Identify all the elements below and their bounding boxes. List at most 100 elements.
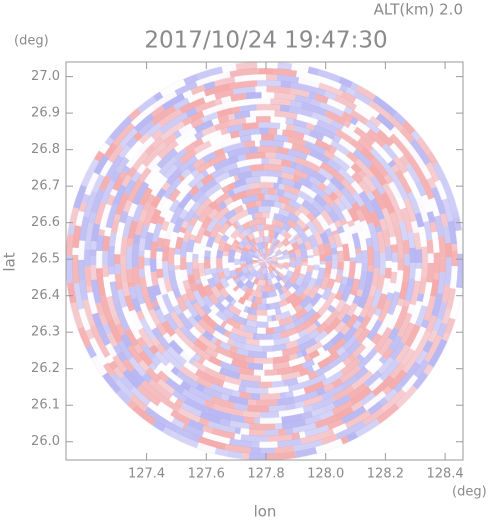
echo-cell	[267, 308, 277, 317]
echo-cell	[264, 429, 279, 437]
echo-cell	[266, 296, 274, 305]
echo-cell	[216, 294, 226, 304]
echo-cell	[99, 142, 111, 155]
echo-cell	[143, 164, 162, 185]
echo-cell	[183, 328, 198, 344]
echo-cell	[222, 267, 231, 278]
echo-cell	[200, 197, 213, 210]
echo-cell	[253, 357, 274, 365]
echo-cell	[279, 302, 294, 314]
echo-cell	[258, 266, 263, 274]
echo-cell	[409, 326, 427, 352]
echo-cell	[245, 300, 253, 308]
echo-cell	[98, 175, 112, 192]
echo-cell	[334, 299, 347, 313]
echo-cell	[206, 153, 227, 168]
echo-cell	[432, 318, 443, 333]
echo-cell	[78, 280, 89, 301]
echo-cell	[182, 345, 197, 358]
echo-cell	[359, 146, 376, 162]
echo-cell	[292, 174, 301, 183]
echo-cell	[251, 169, 266, 178]
y-tick-label: 26.3	[31, 325, 60, 340]
echo-cell	[205, 235, 216, 248]
echo-cell	[270, 276, 279, 285]
echo-cell	[260, 392, 281, 401]
echo-cell	[249, 163, 265, 172]
echo-cell	[222, 381, 240, 392]
echo-cell	[220, 393, 230, 402]
echo-cell	[195, 75, 212, 87]
echo-cell	[309, 169, 328, 184]
echo-cell	[226, 147, 249, 159]
echo-cell	[218, 200, 228, 210]
echo-cell	[252, 262, 260, 268]
echo-cell	[209, 222, 223, 238]
echo-cell	[183, 208, 196, 224]
y-tick-label: 26.7	[31, 179, 60, 194]
echo-cell	[218, 175, 236, 188]
echo-cell	[315, 386, 326, 397]
echo-cell	[199, 275, 208, 284]
echo-cell	[243, 410, 261, 419]
echo-cell	[280, 370, 301, 382]
echo-cell	[163, 398, 181, 413]
echo-cell	[260, 175, 279, 184]
echo-cell	[293, 125, 311, 136]
echo-cell	[285, 295, 294, 305]
echo-cell	[306, 277, 318, 290]
echo-cell	[77, 240, 86, 260]
echo-cell	[243, 305, 249, 313]
echo-cell	[348, 261, 357, 279]
echo-cell	[441, 198, 454, 222]
echo-cell	[88, 337, 109, 366]
echo-cell	[235, 62, 258, 71]
echo-cell	[147, 222, 157, 234]
echo-cell	[130, 386, 151, 407]
echo-cell	[250, 157, 262, 166]
echo-cell	[146, 285, 158, 303]
echo-cell	[353, 366, 369, 381]
echo-cell	[162, 332, 174, 345]
echo-cell	[233, 110, 251, 120]
echo-cell	[274, 110, 298, 120]
echo-cell	[275, 422, 283, 430]
echo-cell	[329, 330, 345, 346]
echo-cell	[125, 246, 133, 270]
echo-cell	[131, 266, 141, 286]
echo-cell	[296, 374, 310, 384]
echo-cell	[316, 287, 326, 296]
echo-cell	[197, 356, 206, 365]
echo-cell	[288, 198, 298, 209]
echo-cell	[150, 104, 177, 126]
echo-cell	[196, 192, 209, 206]
echo-cell	[288, 274, 299, 285]
echo-cell	[340, 324, 351, 336]
echo-cell	[212, 158, 230, 171]
echo-cell	[177, 191, 194, 210]
echo-cell	[273, 200, 283, 209]
echo-cell	[104, 342, 118, 358]
echo-cell	[336, 173, 346, 183]
echo-cell	[357, 169, 367, 180]
echo-cell	[377, 356, 395, 375]
echo-cell	[408, 262, 417, 279]
echo-cell	[285, 339, 299, 350]
echo-cell	[173, 176, 183, 186]
echo-cell	[118, 127, 139, 148]
echo-cell	[267, 187, 277, 196]
echo-cell	[128, 356, 147, 377]
echo-cell	[188, 357, 196, 366]
echo-cell	[298, 242, 307, 251]
echo-cell	[67, 224, 76, 235]
echo-cell	[362, 294, 375, 311]
echo-cell	[190, 117, 204, 129]
echo-cell	[175, 370, 199, 389]
x-tick-label: 127.8	[247, 467, 284, 482]
echo-cell	[288, 252, 297, 259]
echo-cell	[294, 94, 313, 105]
echo-cell	[86, 291, 99, 315]
echo-cell	[312, 231, 324, 246]
echo-cell	[308, 91, 317, 100]
echo-cell	[161, 93, 186, 111]
